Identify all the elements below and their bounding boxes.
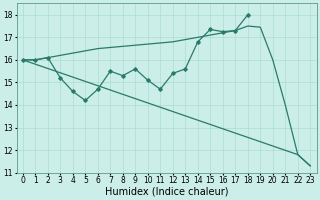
X-axis label: Humidex (Indice chaleur): Humidex (Indice chaleur) <box>105 187 228 197</box>
